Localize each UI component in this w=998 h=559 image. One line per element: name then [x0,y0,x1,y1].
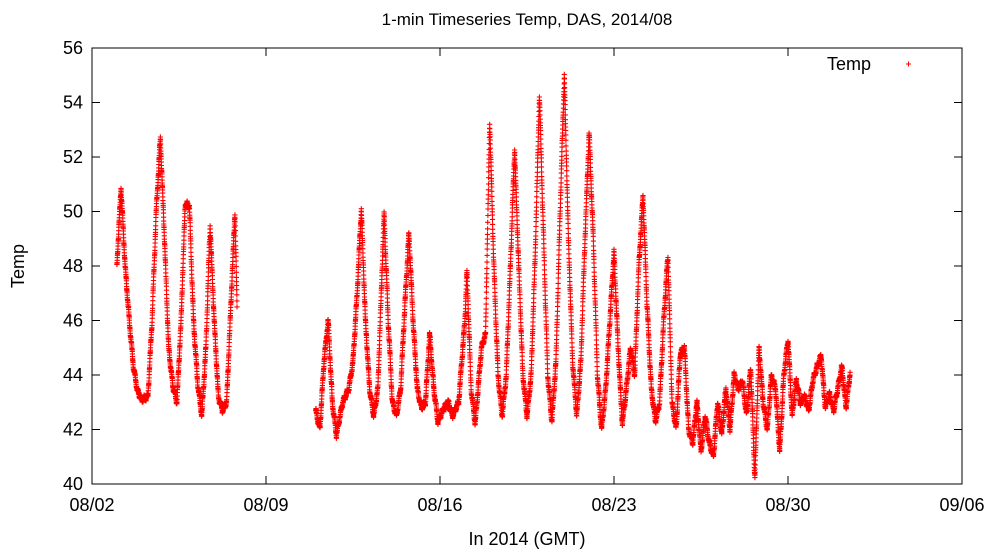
x-axis-title: In 2014 (GMT) [468,529,585,549]
x-tick-label: 08/23 [591,495,636,515]
y-axis-title: Temp [8,244,28,288]
chart-title: 1-min Timeseries Temp, DAS, 2014/08 [382,10,673,29]
data-series [114,71,853,481]
legend-marker-plus [906,61,911,67]
x-tick-label: 08/16 [417,495,462,515]
y-tick-label: 44 [63,365,83,385]
y-tick-label: 42 [63,420,83,440]
tick-labels: 40 42 44 46 48 50 52 54 56 08/02 08/09 08/16 08/23 08… [63,38,985,515]
x-tick-label: 08/02 [69,495,114,515]
y-tick-label: 40 [63,474,83,494]
y-tick-label: 50 [63,202,83,222]
series-temp-points [114,71,853,481]
y-tick-label: 46 [63,311,83,331]
y-tick-label: 48 [63,256,83,276]
y-tick-label: 52 [63,147,83,167]
legend-label-temp: Temp [827,54,871,74]
x-tick-label: 09/06 [939,495,984,515]
legend: Temp [827,54,911,74]
y-tick-label: 56 [63,38,83,58]
x-tick-label: 08/09 [243,495,288,515]
y-tick-label: 54 [63,93,83,113]
x-tick-label: 08/30 [765,495,810,515]
axis-ticks [91,47,963,485]
